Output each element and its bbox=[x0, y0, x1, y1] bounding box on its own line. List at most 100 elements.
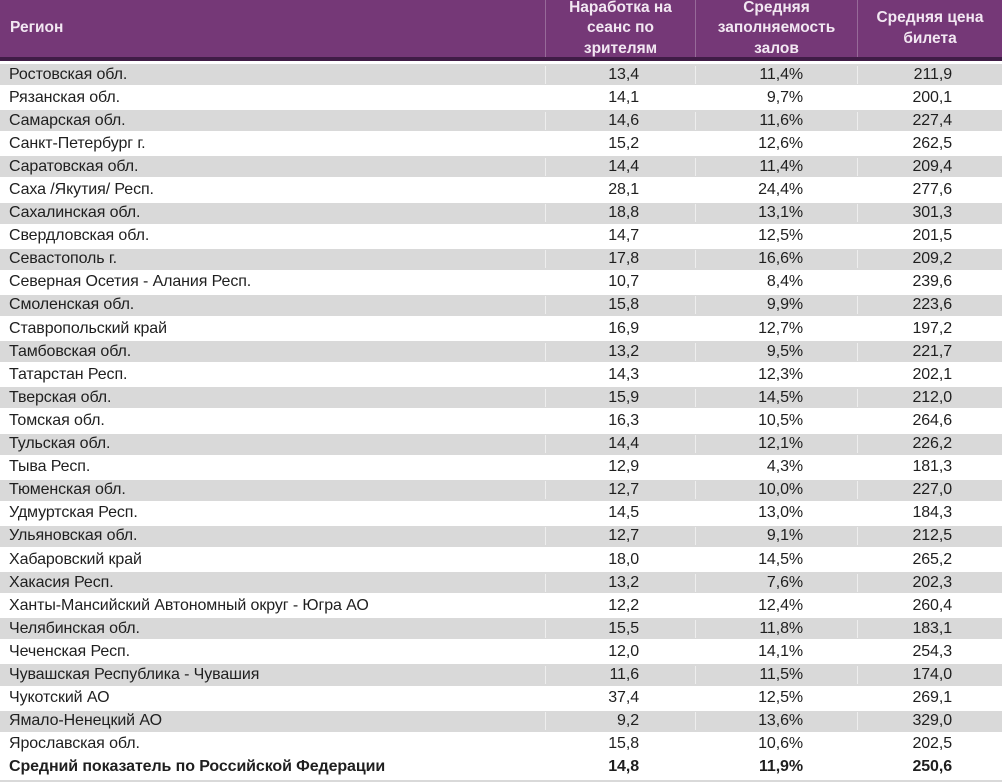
region-cell: Хакасия Респ. bbox=[9, 573, 114, 591]
ticket-price-cell: 301,3 bbox=[857, 204, 1002, 223]
ticket-price-cell: 260,4 bbox=[912, 596, 952, 614]
viewers-per-session-cell: 15,5 bbox=[545, 619, 695, 638]
column-header-region: Регион bbox=[10, 19, 64, 37]
ticket-price-cell: 262,5 bbox=[912, 134, 952, 152]
table-body: Ростовская обл. 13,4 11,4% 211,9 Рязанск… bbox=[0, 64, 1002, 780]
region-cell: Удмуртская Респ. bbox=[9, 504, 138, 522]
region-cell: Челябинская обл. bbox=[9, 619, 140, 637]
occupancy-cell: 11,8% bbox=[695, 619, 857, 638]
viewers-per-session-cell: 14,3 bbox=[608, 365, 639, 383]
ticket-price-cell: 201,5 bbox=[912, 227, 952, 245]
ticket-price-cell: 183,1 bbox=[857, 619, 1002, 638]
occupancy-cell: 9,9% bbox=[695, 296, 857, 315]
viewers-per-session-cell: 17,8 bbox=[545, 250, 695, 269]
ticket-price-cell: 269,1 bbox=[912, 689, 952, 707]
occupancy-cell: 12,1% bbox=[695, 435, 857, 454]
viewers-per-session-cell: 12,7 bbox=[545, 481, 695, 500]
viewers-per-session-cell: 15,8 bbox=[608, 735, 639, 753]
occupancy-cell: 14,5% bbox=[695, 388, 857, 407]
viewers-per-session-cell: 9,2 bbox=[545, 712, 695, 731]
region-cell: Чувашская Республика - Чувашия bbox=[9, 665, 260, 683]
occupancy-cell: 11,9% bbox=[759, 758, 803, 776]
viewers-per-session-cell: 15,9 bbox=[545, 388, 695, 407]
region-cell: Смоленская обл. bbox=[9, 296, 135, 314]
viewers-per-session-cell: 28,1 bbox=[608, 181, 639, 199]
occupancy-cell: 16,6% bbox=[695, 250, 857, 269]
region-cell: Ямало-Ненецкий АО bbox=[9, 712, 162, 730]
table-row: Тыва Респ. 12,9 4,3% 181,3 bbox=[0, 456, 1002, 480]
region-cell: Хабаровский край bbox=[9, 550, 142, 568]
viewers-per-session-cell: 14,1 bbox=[608, 88, 639, 106]
viewers-per-session-cell: 12,9 bbox=[608, 458, 639, 476]
occupancy-cell: 12,5% bbox=[758, 227, 803, 245]
ticket-price-cell: 264,6 bbox=[912, 411, 952, 429]
table-row: Северная Осетия - Алания Респ. 10,7 8,4%… bbox=[0, 271, 1002, 295]
occupancy-cell: 12,6% bbox=[758, 134, 803, 152]
region-cell: Тюменская обл. bbox=[9, 481, 126, 499]
table-row: Ярославская обл. 15,8 10,6% 202,5 bbox=[0, 733, 1002, 757]
region-cell: Сахалинская обл. bbox=[9, 204, 141, 222]
ticket-price-cell: 221,7 bbox=[857, 342, 1002, 361]
table-header-row: Регион Наработка на сеанс по зрителям Ср… bbox=[0, 0, 1002, 61]
region-cell: Ханты-Мансийский Автономный округ - Югра… bbox=[9, 596, 369, 614]
ticket-price-cell: 226,2 bbox=[857, 435, 1002, 454]
region-cell: Ставропольский край bbox=[9, 319, 167, 337]
summary-row: Средний показатель по Российской Федерац… bbox=[0, 756, 1002, 780]
occupancy-cell: 14,1% bbox=[758, 642, 803, 660]
occupancy-cell: 9,5% bbox=[695, 342, 857, 361]
occupancy-cell: 12,3% bbox=[758, 365, 803, 383]
table-row: Хабаровский край 18,0 14,5% 265,2 bbox=[0, 548, 1002, 573]
occupancy-cell: 9,1% bbox=[695, 527, 857, 546]
viewers-per-session-cell: 14,6 bbox=[545, 111, 695, 130]
ticket-price-cell: 239,6 bbox=[912, 273, 952, 291]
table-row: Тюменская обл. 12,7 10,0% 227,0 bbox=[0, 479, 1002, 503]
occupancy-cell: 24,4% bbox=[758, 181, 803, 199]
table-row: Саха /Якутия/ Респ. 28,1 24,4% 277,6 bbox=[0, 179, 1002, 203]
table-row: Хакасия Респ. 13,2 7,6% 202,3 bbox=[0, 572, 1002, 596]
viewers-per-session-cell: 12,7 bbox=[545, 527, 695, 546]
ticket-price-cell: 181,3 bbox=[912, 458, 952, 476]
occupancy-cell: 10,5% bbox=[758, 411, 803, 429]
ticket-price-cell: 223,6 bbox=[857, 296, 1002, 315]
occupancy-cell: 10,0% bbox=[695, 481, 857, 500]
region-cell: Тыва Респ. bbox=[9, 458, 91, 476]
viewers-per-session-cell: 13,4 bbox=[545, 65, 695, 84]
region-cell: Саратовская обл. bbox=[9, 157, 139, 175]
region-cell: Свердловская обл. bbox=[9, 227, 150, 245]
table-row: Смоленская обл. 15,8 9,9% 223,6 bbox=[0, 294, 1002, 319]
ticket-price-cell: 174,0 bbox=[857, 665, 1002, 684]
region-cell: Северная Осетия - Алания Респ. bbox=[9, 273, 252, 291]
region-cell: Рязанская обл. bbox=[9, 88, 120, 106]
ticket-price-cell: 212,5 bbox=[857, 527, 1002, 546]
viewers-per-session-cell: 10,7 bbox=[608, 273, 639, 291]
occupancy-cell: 11,4% bbox=[695, 157, 857, 176]
region-cell: Ульяновская обл. bbox=[9, 527, 138, 545]
table-row: Тверская обл. 15,9 14,5% 212,0 bbox=[0, 387, 1002, 411]
table-row: Самарская обл. 14,6 11,6% 227,4 bbox=[0, 110, 1002, 134]
table-row: Тамбовская обл. 13,2 9,5% 221,7 bbox=[0, 341, 1002, 365]
occupancy-cell: 9,7% bbox=[766, 88, 803, 106]
ticket-price-cell: 184,3 bbox=[912, 504, 952, 522]
table-row: Челябинская обл. 15,5 11,8% 183,1 bbox=[0, 618, 1002, 642]
ticket-price-cell: 277,6 bbox=[912, 181, 952, 199]
region-cell: Чукотский АО bbox=[9, 689, 110, 707]
occupancy-cell: 11,4% bbox=[695, 65, 857, 84]
occupancy-cell: 4,3% bbox=[766, 458, 803, 476]
region-cell: Санкт-Петербург г. bbox=[9, 134, 146, 152]
table-row: Чеченская Респ. 12,0 14,1% 254,3 bbox=[0, 641, 1002, 665]
ticket-price-cell: 200,1 bbox=[912, 88, 952, 106]
region-cell: Тамбовская обл. bbox=[9, 342, 132, 360]
occupancy-cell: 8,4% bbox=[766, 273, 803, 291]
viewers-per-session-cell: 15,8 bbox=[545, 296, 695, 315]
table-row: Чувашская Республика - Чувашия 11,6 11,5… bbox=[0, 664, 1002, 688]
viewers-per-session-cell: 14,7 bbox=[608, 227, 639, 245]
occupancy-cell: 13,6% bbox=[695, 712, 857, 731]
viewers-per-session-cell: 12,0 bbox=[608, 642, 639, 660]
viewers-per-session-cell: 14,5 bbox=[608, 504, 639, 522]
region-cell: Чеченская Респ. bbox=[9, 642, 130, 660]
occupancy-cell: 11,6% bbox=[695, 111, 857, 130]
ticket-price-cell: 227,0 bbox=[857, 481, 1002, 500]
ticket-price-cell: 209,2 bbox=[857, 250, 1002, 269]
column-header-viewers-per-session: Наработка на сеанс по зрителям bbox=[545, 0, 695, 57]
